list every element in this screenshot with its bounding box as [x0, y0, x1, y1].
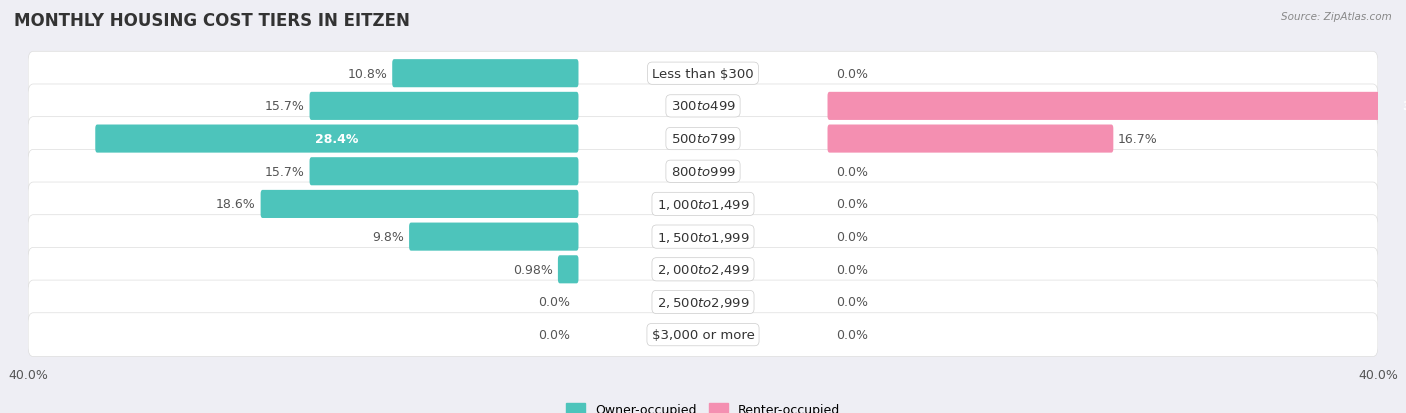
Text: MONTHLY HOUSING COST TIERS IN EITZEN: MONTHLY HOUSING COST TIERS IN EITZEN	[14, 12, 411, 30]
Text: 16.7%: 16.7%	[1118, 133, 1157, 146]
Text: Less than $300: Less than $300	[652, 68, 754, 81]
Text: 0.0%: 0.0%	[837, 165, 869, 178]
Text: 0.0%: 0.0%	[837, 263, 869, 276]
FancyBboxPatch shape	[558, 256, 578, 284]
Text: 9.8%: 9.8%	[373, 230, 405, 244]
Text: $1,500 to $1,999: $1,500 to $1,999	[657, 230, 749, 244]
Text: $300 to $499: $300 to $499	[671, 100, 735, 113]
Legend: Owner-occupied, Renter-occupied: Owner-occupied, Renter-occupied	[561, 398, 845, 413]
Text: $500 to $799: $500 to $799	[671, 133, 735, 146]
Text: $2,000 to $2,499: $2,000 to $2,499	[657, 263, 749, 277]
Text: 0.0%: 0.0%	[837, 328, 869, 341]
FancyBboxPatch shape	[828, 125, 1114, 153]
Text: 0.0%: 0.0%	[837, 296, 869, 309]
Text: $1,000 to $1,499: $1,000 to $1,499	[657, 197, 749, 211]
FancyBboxPatch shape	[309, 158, 578, 186]
Text: $3,000 or more: $3,000 or more	[651, 328, 755, 341]
FancyBboxPatch shape	[409, 223, 578, 251]
Text: 0.98%: 0.98%	[513, 263, 553, 276]
FancyBboxPatch shape	[309, 93, 578, 121]
Text: 28.4%: 28.4%	[315, 133, 359, 146]
Text: 15.7%: 15.7%	[264, 100, 305, 113]
Text: 10.8%: 10.8%	[347, 68, 388, 81]
Text: $2,500 to $2,999: $2,500 to $2,999	[657, 295, 749, 309]
FancyBboxPatch shape	[28, 280, 1378, 324]
FancyBboxPatch shape	[28, 85, 1378, 128]
FancyBboxPatch shape	[28, 52, 1378, 96]
Text: 0.0%: 0.0%	[837, 230, 869, 244]
Text: 0.0%: 0.0%	[837, 68, 869, 81]
FancyBboxPatch shape	[260, 190, 578, 218]
Text: 0.0%: 0.0%	[537, 296, 569, 309]
FancyBboxPatch shape	[392, 60, 578, 88]
FancyBboxPatch shape	[828, 93, 1406, 121]
FancyBboxPatch shape	[28, 215, 1378, 259]
Text: 0.0%: 0.0%	[537, 328, 569, 341]
FancyBboxPatch shape	[96, 125, 578, 153]
Text: Source: ZipAtlas.com: Source: ZipAtlas.com	[1281, 12, 1392, 22]
FancyBboxPatch shape	[28, 313, 1378, 357]
Text: $800 to $999: $800 to $999	[671, 165, 735, 178]
FancyBboxPatch shape	[28, 248, 1378, 292]
FancyBboxPatch shape	[28, 183, 1378, 226]
Text: 15.7%: 15.7%	[264, 165, 305, 178]
FancyBboxPatch shape	[28, 150, 1378, 194]
Text: 37.5%: 37.5%	[1402, 100, 1406, 113]
Text: 18.6%: 18.6%	[217, 198, 256, 211]
FancyBboxPatch shape	[28, 117, 1378, 161]
Text: 0.0%: 0.0%	[837, 198, 869, 211]
